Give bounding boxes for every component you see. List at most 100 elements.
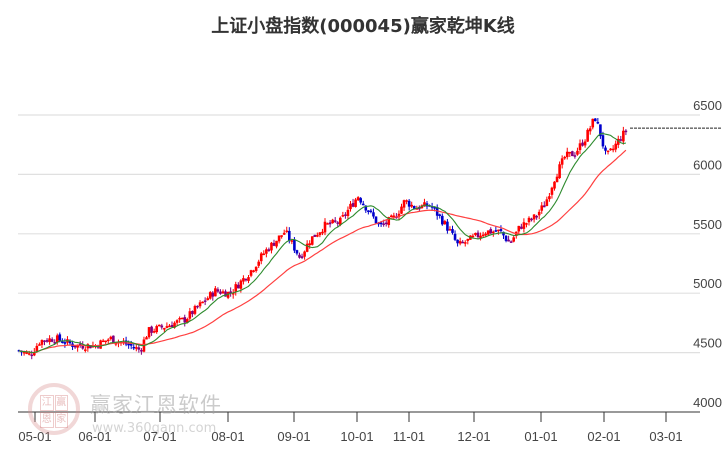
candle-body bbox=[517, 225, 521, 232]
candle-body bbox=[157, 324, 161, 327]
candle-body bbox=[290, 240, 294, 242]
candle-body bbox=[532, 214, 536, 220]
candle-body bbox=[270, 242, 273, 251]
candle-body bbox=[560, 158, 564, 165]
candle-body bbox=[249, 270, 253, 276]
candle-body bbox=[132, 346, 136, 349]
candle-body bbox=[622, 130, 625, 142]
candle-body bbox=[208, 292, 212, 299]
candle-body bbox=[565, 151, 569, 158]
candle-body bbox=[527, 217, 531, 223]
candle-body bbox=[507, 239, 510, 242]
x-tick-label: 12-01 bbox=[457, 429, 490, 444]
candle-body bbox=[163, 328, 166, 330]
candle-body bbox=[206, 298, 209, 301]
candle-body bbox=[68, 340, 72, 344]
candle-body bbox=[351, 203, 355, 207]
candle-body bbox=[27, 353, 31, 355]
candle-body bbox=[433, 207, 436, 209]
candle-body bbox=[599, 124, 602, 137]
candle-body bbox=[183, 317, 187, 323]
candle-body bbox=[509, 241, 513, 243]
candle-body bbox=[198, 302, 202, 307]
x-tick-label: 06-01 bbox=[78, 429, 111, 444]
watermark-url: www.360gann.com bbox=[92, 421, 217, 436]
candle-body bbox=[481, 234, 485, 237]
candle-body bbox=[494, 230, 498, 232]
candle-body bbox=[497, 229, 500, 232]
candle-body bbox=[384, 222, 388, 225]
candle-body bbox=[553, 181, 556, 189]
candle-body bbox=[175, 320, 179, 323]
candle-body bbox=[170, 324, 174, 328]
candle-body bbox=[81, 344, 85, 349]
ma-short-line bbox=[18, 132, 627, 354]
candle-body bbox=[282, 232, 286, 235]
chart-title: 上证小盘指数(000045)赢家乾坤K线 bbox=[211, 16, 515, 37]
candle-body bbox=[356, 197, 360, 201]
candle-body bbox=[474, 232, 477, 235]
y-axis: 4000 4500 5000 5500 6000 6500 bbox=[693, 98, 722, 410]
candle-body bbox=[262, 253, 266, 256]
x-tick-label: 03-01 bbox=[649, 429, 682, 444]
candle-body bbox=[397, 213, 401, 218]
candle-body bbox=[224, 291, 227, 297]
candle-body bbox=[604, 147, 607, 151]
candle-body bbox=[522, 222, 526, 229]
candle-body bbox=[316, 235, 319, 237]
y-tick-label: 6500 bbox=[693, 98, 722, 113]
candle-body bbox=[38, 344, 41, 346]
candle-body bbox=[336, 222, 340, 224]
candle-body bbox=[479, 235, 482, 239]
candle-body bbox=[214, 288, 217, 297]
candle-body bbox=[410, 204, 413, 207]
candle-body bbox=[392, 215, 396, 218]
candle-body bbox=[114, 343, 118, 345]
candle-body bbox=[237, 284, 240, 289]
candle-body bbox=[231, 292, 235, 295]
candle-body bbox=[367, 210, 370, 212]
candle-body bbox=[441, 215, 444, 225]
candle-body bbox=[53, 342, 56, 344]
candle-body bbox=[165, 326, 169, 328]
candle-body bbox=[295, 250, 299, 254]
candle-body bbox=[499, 229, 503, 232]
candle-body bbox=[606, 150, 610, 153]
candle-body bbox=[135, 347, 138, 349]
candle-body bbox=[537, 211, 541, 216]
candle-body bbox=[267, 249, 271, 251]
candle-body bbox=[596, 121, 600, 124]
x-tick-label: 02-01 bbox=[587, 429, 620, 444]
candle-body bbox=[140, 350, 143, 352]
candle-body bbox=[280, 235, 283, 237]
candle-body bbox=[583, 141, 587, 146]
candle-body bbox=[586, 129, 589, 142]
candle-body bbox=[591, 118, 595, 128]
candle-body bbox=[453, 233, 457, 240]
candle-body bbox=[272, 242, 276, 246]
candle-body bbox=[548, 196, 551, 200]
candle-body bbox=[58, 334, 62, 341]
candle-body bbox=[318, 232, 322, 236]
candle-body bbox=[446, 221, 449, 231]
candle-body bbox=[443, 221, 447, 225]
x-tick-label: 10-01 bbox=[340, 429, 373, 444]
candle-body bbox=[576, 150, 579, 155]
candle-body bbox=[178, 318, 181, 320]
candle-body bbox=[76, 344, 79, 348]
y-tick-label: 4000 bbox=[693, 395, 722, 410]
candle-body bbox=[543, 205, 546, 208]
candle-body bbox=[265, 249, 268, 254]
candle-body bbox=[152, 331, 156, 333]
gridlines bbox=[18, 114, 700, 354]
candle-body bbox=[99, 340, 102, 349]
candle-body bbox=[412, 205, 416, 209]
x-tick-label: 08-01 bbox=[211, 429, 244, 444]
candle-body bbox=[50, 339, 54, 342]
candle-body bbox=[288, 230, 291, 241]
candle-body bbox=[244, 278, 248, 281]
candle-body bbox=[323, 221, 327, 233]
candle-body bbox=[147, 327, 151, 338]
candle-body bbox=[40, 340, 44, 345]
